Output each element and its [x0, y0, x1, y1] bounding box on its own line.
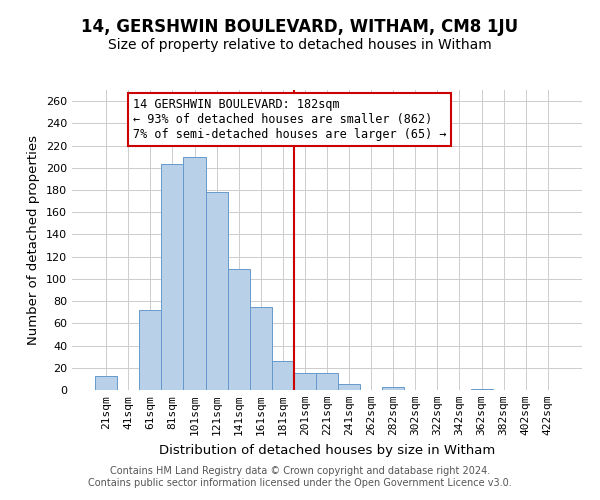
Bar — [139, 310, 161, 390]
Bar — [95, 376, 117, 390]
Bar — [206, 192, 227, 390]
Bar — [316, 374, 338, 390]
Bar — [184, 156, 206, 390]
Y-axis label: Number of detached properties: Number of detached properties — [28, 135, 40, 345]
Text: 14 GERSHWIN BOULEVARD: 182sqm
← 93% of detached houses are smaller (862)
7% of s: 14 GERSHWIN BOULEVARD: 182sqm ← 93% of d… — [133, 98, 446, 141]
Text: 14, GERSHWIN BOULEVARD, WITHAM, CM8 1JU: 14, GERSHWIN BOULEVARD, WITHAM, CM8 1JU — [82, 18, 518, 36]
X-axis label: Distribution of detached houses by size in Witham: Distribution of detached houses by size … — [159, 444, 495, 456]
Bar — [227, 269, 250, 390]
Bar — [382, 386, 404, 390]
Bar — [272, 361, 294, 390]
Text: Contains HM Land Registry data © Crown copyright and database right 2024.
Contai: Contains HM Land Registry data © Crown c… — [88, 466, 512, 487]
Bar — [470, 389, 493, 390]
Bar — [294, 374, 316, 390]
Bar — [250, 306, 272, 390]
Text: Size of property relative to detached houses in Witham: Size of property relative to detached ho… — [108, 38, 492, 52]
Bar — [161, 164, 184, 390]
Bar — [338, 384, 360, 390]
